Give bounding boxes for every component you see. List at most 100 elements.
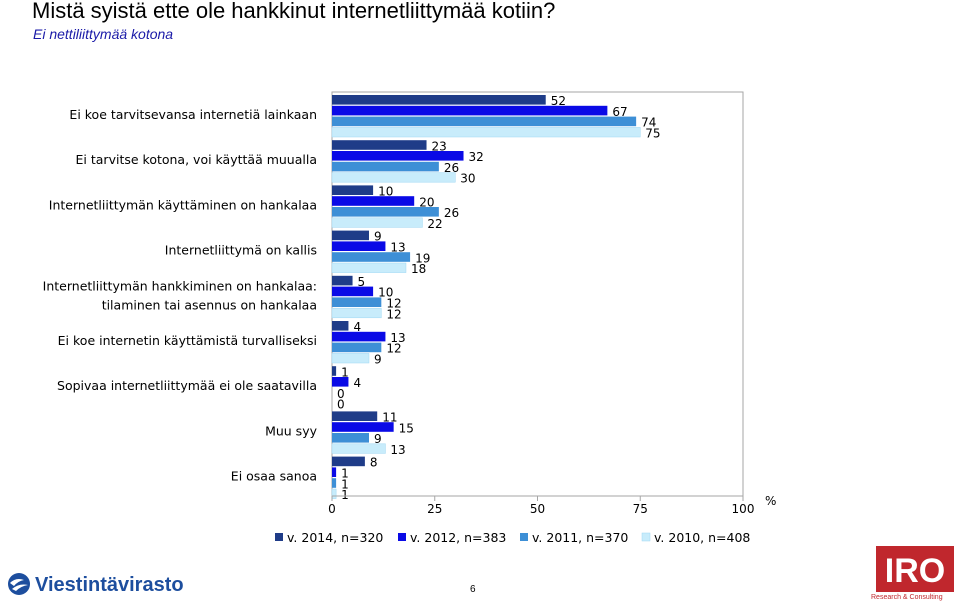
category-label: tilaminen tai asennus on hankalaa (102, 297, 317, 312)
viestintavirasto-logo: Viestintävirasto (4, 570, 204, 605)
bar-value-label: 20 (419, 195, 434, 209)
x-tick-label: 50 (530, 502, 545, 516)
bar-value-label: 12 (386, 307, 401, 321)
bar (332, 196, 415, 206)
bar-value-label: 30 (460, 172, 475, 186)
iro-logo-subtext: Research & Consulting (871, 594, 943, 601)
x-tick-label: 75 (633, 502, 648, 516)
bar-value-label: 74 (641, 116, 656, 130)
bar-value-label: 1 (341, 477, 349, 491)
page-title: Mistä syistä ette ole hankkinut internet… (32, 0, 556, 23)
bar (332, 241, 386, 251)
bar-value-label: 22 (427, 217, 442, 231)
bar-value-label: 1 (341, 365, 349, 379)
bar (331, 262, 407, 273)
x-tick-label: 25 (427, 502, 442, 516)
category-label: Internetliittymä on kallis (165, 243, 317, 258)
category-label: Sopivaa internetliittymää ei ole saatavi… (57, 378, 317, 393)
legend-swatch (398, 533, 406, 541)
bar-value-label: 32 (469, 150, 484, 164)
bar (331, 127, 641, 138)
legend-label: v. 2012, n=383 (410, 530, 506, 545)
bar (332, 252, 411, 262)
bar-value-label: 9 (374, 353, 382, 367)
x-axis: 0 25 50 75 100% (328, 494, 776, 516)
bar-value-label: 13 (390, 241, 405, 255)
bar (332, 433, 369, 443)
bar (331, 353, 370, 364)
bar-value-label: 0 (337, 398, 345, 412)
bar-value-label: 10 (378, 185, 393, 199)
bar (332, 286, 374, 297)
bar-value-label: 9 (374, 432, 382, 446)
bar (331, 307, 382, 319)
category-label-layer: Ei koe tarvitsevansa internetiä lainkaan… (43, 107, 318, 484)
bar-value-label: 5 (358, 275, 366, 289)
value-label-layer: 5267747523322630102026229131918510121241… (337, 94, 661, 502)
bar-value-label: 1 (341, 467, 349, 481)
category-label: Internetliittymän käyttäminen on hankala… (49, 197, 317, 212)
category-label: Ei tarvitse kotona, voi käyttää muualla (76, 152, 317, 167)
bar-value-label: 18 (411, 262, 426, 276)
viestintavirasto-emblem-icon (8, 573, 30, 595)
bar (332, 366, 337, 376)
bar (332, 297, 382, 307)
page-number: 6 (470, 584, 476, 595)
iro-logo: IRO (876, 546, 954, 597)
bar-value-label: 26 (444, 161, 459, 175)
bar-value-label: 11 (382, 411, 397, 425)
bar (332, 185, 374, 195)
legend-label: v. 2014, n=320 (287, 530, 383, 545)
bar-value-label: 52 (551, 94, 566, 108)
bar-value-label: 0 (337, 387, 345, 401)
page-subtitle: Ei nettiliittymää kotona (33, 26, 174, 42)
viestintavirasto-logo-text: Viestintävirasto (35, 574, 184, 596)
bar-value-label: 19 (415, 251, 430, 265)
bar (332, 275, 353, 286)
bar-value-label: 4 (353, 376, 361, 390)
bar-value-label: 1 (341, 488, 349, 502)
bar-value-label: 67 (612, 105, 627, 119)
iro-logo-text: IRO (885, 552, 945, 590)
bar (332, 342, 382, 353)
bar (332, 207, 439, 217)
category-label: Ei koe tarvitsevansa internetiä lainkaan (69, 107, 317, 122)
x-unit-label: % (765, 494, 776, 508)
bar-value-label: 4 (353, 320, 361, 334)
bar-value-label: 8 (370, 456, 378, 470)
category-label: Ei koe internetin käyttämistä turvallise… (58, 333, 317, 348)
bar (332, 151, 464, 161)
bar (331, 172, 456, 183)
legend-swatch (520, 533, 528, 541)
bar-value-label: 12 (386, 342, 401, 356)
category-label: Internetliittymän hankkiminen on hankala… (43, 278, 317, 293)
bar (332, 331, 386, 342)
legend-swatch (641, 532, 651, 542)
bar-value-label: 15 (399, 421, 414, 435)
category-label: Muu syy (265, 423, 318, 438)
bar (332, 161, 439, 172)
bar (332, 478, 337, 488)
legend-label: v. 2011, n=370 (532, 530, 628, 545)
bar-value-label: 13 (390, 443, 405, 457)
bar-value-label: 13 (390, 331, 405, 345)
bar (332, 95, 546, 105)
legend-label: v. 2010, n=408 (654, 530, 750, 545)
legend-swatch (275, 533, 283, 541)
bar-value-label: 12 (386, 297, 401, 311)
x-tick-label: 0 (328, 502, 336, 516)
bar-value-label: 9 (374, 230, 382, 244)
legend: v. 2014, n=320 v. 2012, n=383 v. 2011, n=3… (275, 530, 750, 545)
bar-value-label: 23 (432, 139, 447, 153)
bar (332, 411, 378, 421)
bar-value-label: 26 (444, 206, 459, 220)
bar (331, 443, 386, 454)
bar (332, 422, 394, 432)
x-tick-label: 100 (732, 502, 755, 516)
bar (332, 140, 427, 150)
bar (332, 456, 365, 467)
category-label: Ei osaa sanoa (231, 469, 317, 484)
bar (332, 105, 608, 116)
bar (331, 488, 337, 499)
